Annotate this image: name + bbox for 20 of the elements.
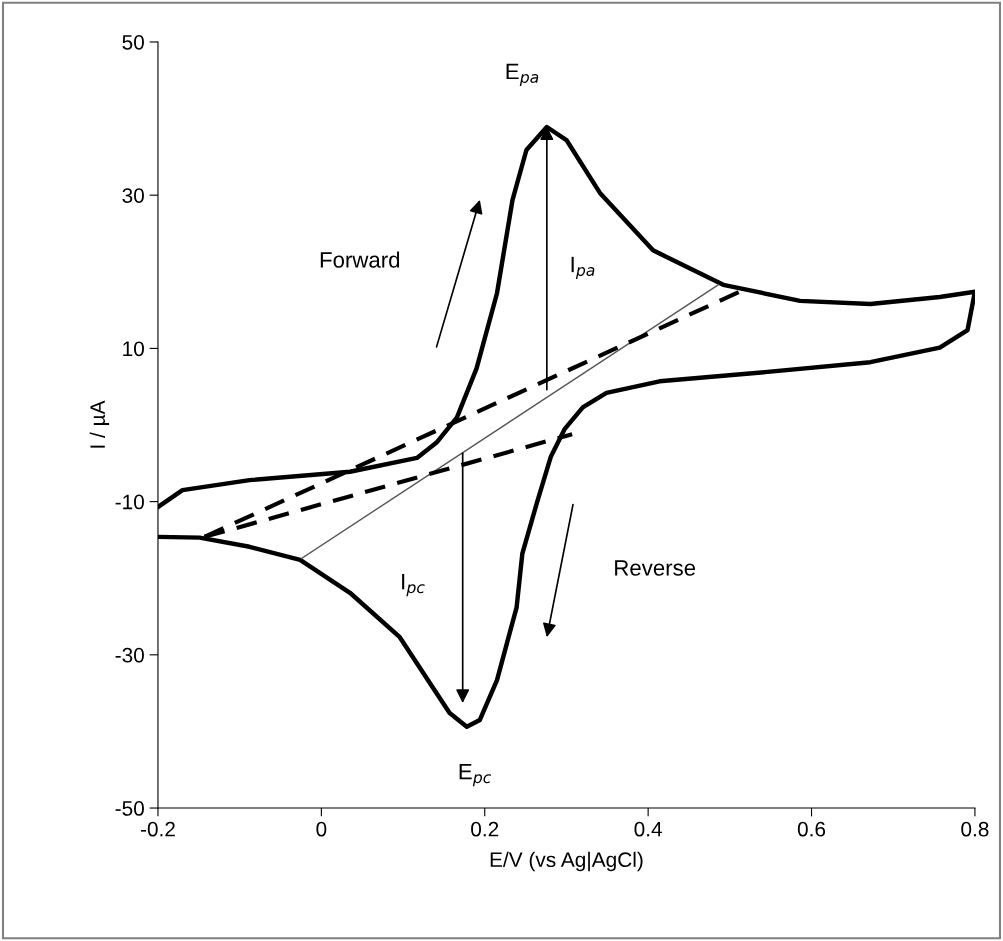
y-tick-label: -50 xyxy=(115,801,144,816)
annotation: Forward xyxy=(320,251,400,268)
x-tick-label: 0 xyxy=(316,821,327,837)
y-tick-label: 30 xyxy=(122,188,144,203)
x-tick-label: 0.2 xyxy=(471,821,499,837)
x-tick-label: -0.2 xyxy=(140,821,175,837)
y-tick-label: 50 xyxy=(122,34,144,50)
x-tick-label: 0.6 xyxy=(797,821,826,837)
x-tick-label: 0.4 xyxy=(634,821,663,837)
x-axis-title: E/V (vs Ag|AgCl) xyxy=(490,851,643,872)
y-tick-label: 10 xyxy=(123,341,144,357)
y-tick-label: -10 xyxy=(115,494,144,510)
annotation: I$_{pa}$ xyxy=(571,256,595,280)
annotation: E$_{pc}$ xyxy=(459,763,492,787)
annotation: E$_{pa}$ xyxy=(506,63,539,86)
x-tick-label: 0.8 xyxy=(961,821,989,837)
annotation: Reverse xyxy=(615,560,696,576)
annotation: I$_{pc}$ xyxy=(402,574,425,597)
y-axis-title: I / µA xyxy=(89,400,110,448)
y-tick-label: -30 xyxy=(115,647,144,663)
